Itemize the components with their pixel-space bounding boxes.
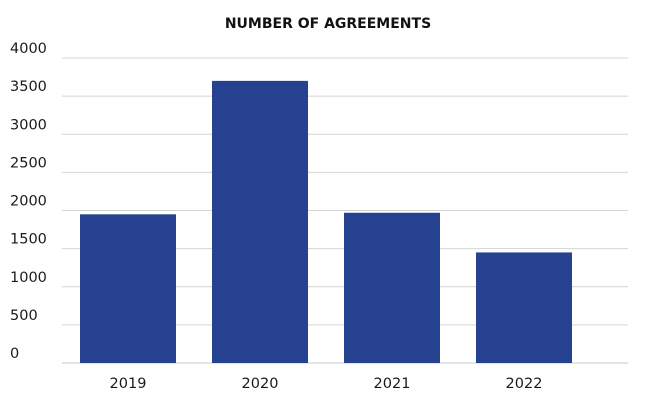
y-tick-label: 4000 (10, 41, 47, 57)
x-tick-label: 2020 (242, 376, 279, 392)
bar-2020 (212, 80, 308, 363)
y-tick-label: 0 (10, 346, 19, 362)
y-tick-label: 2500 (10, 155, 47, 171)
y-tick-label: 1000 (10, 270, 47, 286)
y-tick-label: 2000 (10, 194, 47, 210)
chart-title: NUMBER OF AGREEMENTS (225, 16, 431, 32)
x-tick-label: 2022 (506, 376, 543, 392)
y-tick-label: 3500 (10, 79, 47, 95)
bar-2022 (476, 252, 572, 363)
y-tick-label: 1500 (10, 232, 47, 248)
x-axis-ticks: 2019 2020 2021 2022 (110, 376, 543, 392)
bar-2021 (344, 212, 440, 363)
x-tick-label: 2021 (374, 376, 411, 392)
y-tick-label: 3000 (10, 117, 47, 133)
bar-2019 (80, 214, 176, 363)
y-axis-ticks: 0 500 1000 1500 2000 2500 3000 3500 4000 (10, 41, 47, 362)
y-tick-label: 500 (10, 308, 38, 324)
x-tick-label: 2019 (110, 376, 147, 392)
bars (80, 80, 572, 363)
